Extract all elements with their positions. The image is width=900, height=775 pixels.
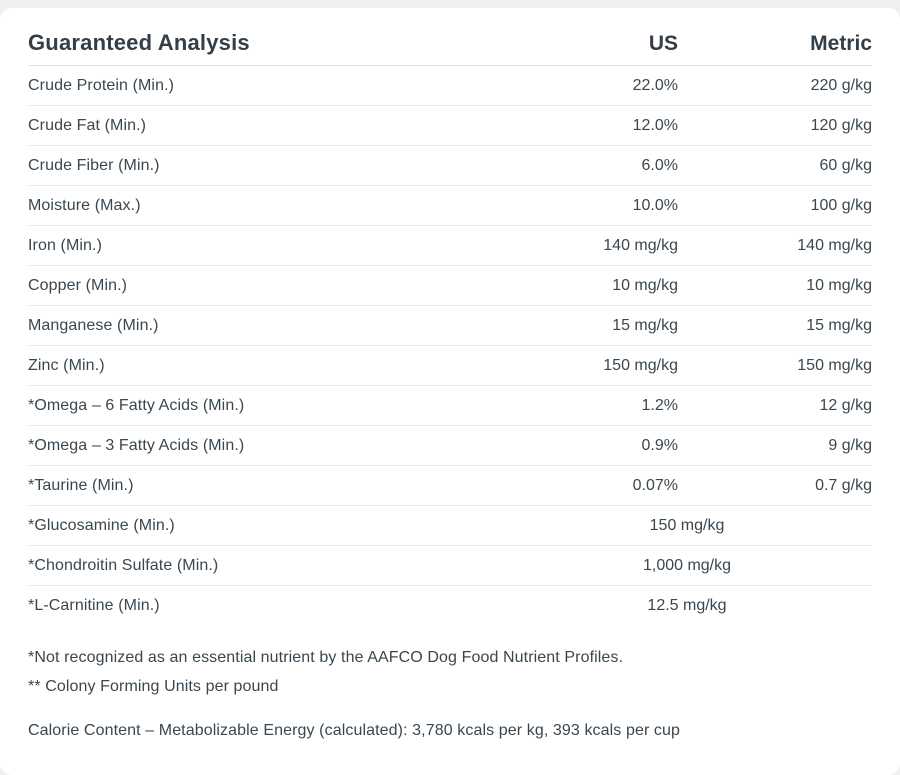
row-value-us: 0.9% [641, 436, 678, 454]
row-value-metric: 15 mg/kg [806, 316, 872, 334]
row-value-metric: 0.7 g/kg [815, 476, 872, 494]
footnotes: *Not recognized as an essential nutrient… [28, 646, 872, 699]
footnote-colony-forming-units: ** Colony Forming Units per pound [28, 678, 279, 695]
row-label: Iron (Min.) [28, 236, 102, 254]
row-label: Crude Fat (Min.) [28, 116, 147, 134]
table-row: Moisture (Max.) 10.0% 100 g/kg [28, 186, 872, 226]
table-row: Iron (Min.) 140 mg/kg 140 mg/kg [28, 226, 872, 266]
footnote-aafco: *Not recognized as an essential nutrient… [28, 649, 624, 666]
table-row: *Taurine (Min.) 0.07% 0.7 g/kg [28, 466, 872, 506]
table-row: *Glucosamine (Min.) 150 mg/kg [28, 506, 872, 546]
table-row: Crude Fat (Min.) 12.0% 120 g/kg [28, 106, 872, 146]
table-row: Crude Fiber (Min.) 6.0% 60 g/kg [28, 146, 872, 186]
row-label: Moisture (Max.) [28, 196, 141, 214]
table-row: Crude Protein (Min.) 22.0% 220 g/kg [28, 66, 872, 106]
row-value-us: 150 mg/kg [603, 356, 678, 374]
table-row: Manganese (Min.) 15 mg/kg 15 mg/kg [28, 306, 872, 346]
row-value-us: 12.0% [632, 116, 678, 134]
row-value-us: 10.0% [632, 196, 678, 214]
row-value-us: 10 mg/kg [612, 276, 678, 294]
row-label: Manganese (Min.) [28, 316, 159, 334]
table-row: *Omega – 3 Fatty Acids (Min.) 0.9% 9 g/kg [28, 426, 872, 466]
row-label: *Glucosamine (Min.) [28, 516, 175, 534]
row-value-metric: 100 g/kg [810, 196, 872, 214]
row-value-metric: 9 g/kg [828, 436, 872, 454]
row-value-metric: 120 g/kg [810, 116, 872, 134]
row-value-us: 1.2% [641, 396, 678, 414]
row-value-spanning: 12.5 mg/kg [647, 597, 727, 614]
row-value-us: 6.0% [641, 156, 678, 174]
row-label: *Omega – 6 Fatty Acids (Min.) [28, 396, 245, 414]
row-value-metric: 220 g/kg [810, 76, 872, 94]
row-label: *Taurine (Min.) [28, 476, 134, 494]
column-header-us: US [648, 32, 678, 55]
row-label: Crude Fiber (Min.) [28, 156, 160, 174]
table-row: Zinc (Min.) 150 mg/kg 150 mg/kg [28, 346, 872, 386]
table-row: *Omega – 6 Fatty Acids (Min.) 1.2% 12 g/kg [28, 386, 872, 426]
column-header-metric: Metric [810, 32, 872, 55]
table-header: Guaranteed Analysis US Metric [28, 8, 872, 66]
row-value-spanning: 1,000 mg/kg [642, 556, 732, 574]
guaranteed-analysis-card: Guaranteed Analysis US Metric Crude Prot… [0, 8, 900, 775]
table-row: Copper (Min.) 10 mg/kg 10 mg/kg [28, 266, 872, 306]
row-value-metric: 140 mg/kg [797, 236, 872, 254]
table-row: *L-Carnitine (Min.) 12.5 mg/kg [28, 586, 872, 626]
row-value-metric: 12 g/kg [819, 396, 872, 414]
row-label: Copper (Min.) [28, 276, 128, 294]
row-label: *Omega – 3 Fatty Acids (Min.) [28, 436, 245, 454]
row-value-us: 140 mg/kg [603, 236, 678, 254]
table-title: Guaranteed Analysis [28, 30, 250, 55]
table-body: Crude Protein (Min.) 22.0% 220 g/kg Crude F… [28, 66, 872, 626]
row-label: *Chondroitin Sulfate (Min.) [28, 556, 219, 574]
row-value-metric: 10 mg/kg [806, 276, 872, 294]
row-value-metric: 150 mg/kg [797, 356, 872, 374]
calorie-content: Calorie Content – Metabolizable Energy (… [28, 722, 681, 739]
row-value-us: 0.07% [632, 476, 678, 494]
row-value-metric: 60 g/kg [819, 156, 872, 174]
row-value-us: 15 mg/kg [612, 316, 678, 334]
row-value-spanning: 150 mg/kg [649, 516, 725, 534]
row-value-us: 22.0% [632, 76, 678, 94]
row-label: Crude Protein (Min.) [28, 76, 175, 94]
row-label: *L-Carnitine (Min.) [28, 597, 160, 614]
row-label: Zinc (Min.) [28, 356, 105, 374]
table-row: *Chondroitin Sulfate (Min.) 1,000 mg/kg [28, 546, 872, 586]
